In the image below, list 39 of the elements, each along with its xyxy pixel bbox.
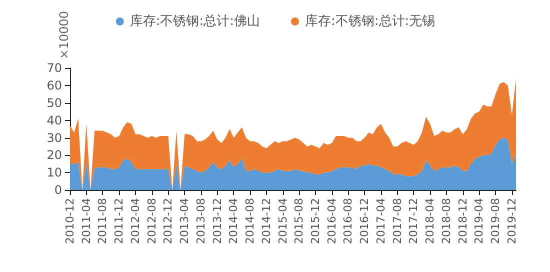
legend-label: 库存:不锈钢:总计:无锡 bbox=[305, 14, 436, 29]
y-tick-label: 20 bbox=[46, 148, 62, 162]
x-tick-label: 2014-08 bbox=[244, 198, 257, 244]
x-tick-label: 2014-12 bbox=[260, 198, 273, 244]
x-tick-label: 2018-04 bbox=[424, 198, 437, 244]
x-tick-label: 2013-04 bbox=[178, 198, 192, 244]
y-tick-label: 0 bbox=[54, 183, 62, 197]
x-tick-label: 2012-04 bbox=[128, 198, 142, 244]
x-tick-label: 2015-04 bbox=[276, 198, 290, 244]
x-tick-label: 2016-04 bbox=[325, 198, 338, 244]
y-tick-label: 70 bbox=[46, 61, 62, 76]
x-tick-label: 2017-08 bbox=[390, 198, 404, 244]
y-tick-label: 60 bbox=[46, 78, 62, 93]
x-tick-label: 2019-12 bbox=[505, 198, 518, 244]
x-tick-label: 2011-12 bbox=[112, 198, 126, 244]
x-tick-label: 2011-04 bbox=[80, 198, 93, 244]
x-tick-label: 2012-12 bbox=[162, 198, 175, 244]
x-tick-label: 2012-08 bbox=[145, 198, 158, 244]
x-tick-label: 2016-12 bbox=[358, 198, 372, 244]
x-tick-label: 2010-12 bbox=[64, 198, 76, 244]
y-axis-title: ×10000 bbox=[57, 11, 71, 60]
x-tick-label: 2017-12 bbox=[407, 198, 420, 244]
x-tick-label: 2014-04 bbox=[227, 198, 240, 244]
y-tick-label: 30 bbox=[46, 130, 62, 145]
x-tick-label: 2015-12 bbox=[309, 198, 322, 244]
x-tick-label: 2017-04 bbox=[374, 198, 388, 244]
x-tick-label: 2011-08 bbox=[96, 198, 110, 244]
x-tick-label: 2015-08 bbox=[292, 198, 306, 244]
x-tick-label: 2013-12 bbox=[210, 198, 224, 244]
x-tick-label: 2018-12 bbox=[456, 198, 470, 244]
y-tick-label: 10 bbox=[46, 166, 62, 180]
y-tick-label: 50 bbox=[46, 96, 62, 110]
x-tick-label: 2019-04 bbox=[472, 198, 486, 244]
x-tick-label: 2013-08 bbox=[194, 198, 208, 244]
x-tick-label: 2018-08 bbox=[440, 198, 453, 244]
y-tick-label: 40 bbox=[46, 113, 62, 128]
legend-label: 库存:不锈钢:总计:佛山 bbox=[130, 14, 260, 29]
x-tick-label: 2019-08 bbox=[489, 198, 502, 244]
x-tick-label: 2016-08 bbox=[342, 198, 355, 244]
